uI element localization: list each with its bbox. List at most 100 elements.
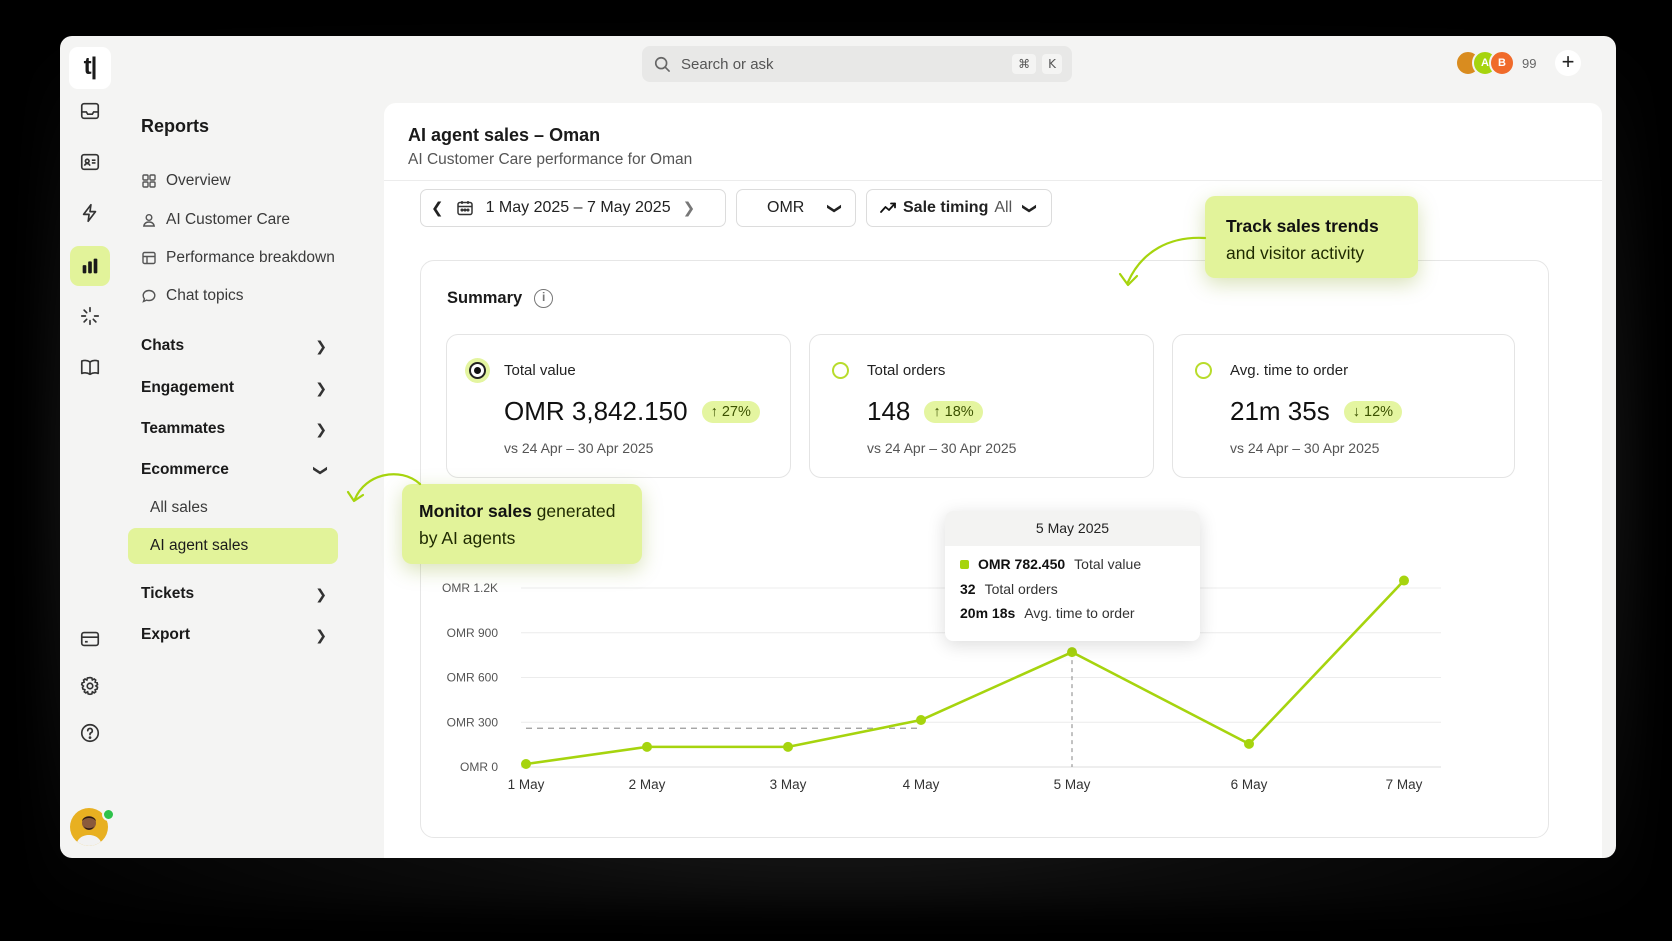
- radio-icon[interactable]: [1195, 362, 1212, 379]
- summary-title: Summary: [447, 289, 523, 307]
- group-label: Chats: [141, 337, 185, 354]
- chevron-right-icon: ❯: [315, 379, 327, 396]
- tooltip-date: 5 May 2025: [945, 511, 1200, 546]
- k-key: K: [1042, 54, 1062, 74]
- sidebar-item-chat-topics[interactable]: Chat topics: [141, 287, 244, 305]
- kpi-total-value[interactable]: Total value OMR 3,842.150 ↑ 27% vs 24 Ap…: [446, 334, 791, 478]
- sidebar-group-chats[interactable]: Chats ❯: [141, 337, 327, 355]
- team-avatars[interactable]: A B 99: [1455, 49, 1536, 77]
- currency-value: OMR: [767, 199, 805, 216]
- kpi-compare: vs 24 Apr – 30 Apr 2025: [504, 440, 654, 456]
- page-subtitle: AI Customer Care performance for Oman: [408, 151, 693, 168]
- callout-text: generated: [531, 501, 616, 521]
- chevron-down-icon: ❯: [313, 464, 330, 476]
- data-point: [521, 759, 531, 770]
- callout-text: by AI agents: [419, 528, 516, 548]
- kpi-label: Total value: [504, 362, 576, 379]
- timing-value: All: [994, 199, 1013, 216]
- sidebar-group-teammates[interactable]: Teammates ❯: [141, 420, 327, 438]
- online-status-dot: [102, 808, 115, 821]
- sidebar-title: Reports: [141, 116, 210, 136]
- kpi-label: Total orders: [867, 362, 946, 379]
- info-icon[interactable]: i: [534, 289, 554, 308]
- team-count: 99: [1522, 55, 1537, 71]
- date-range-label: 1 May 2025 – 7 May 2025: [485, 199, 671, 216]
- sidebar-item-ai-customer-care[interactable]: AI Customer Care: [141, 211, 290, 229]
- chevron-right-icon: ❯: [315, 420, 327, 437]
- add-button[interactable]: +: [1555, 50, 1581, 76]
- summary-header: Summary i: [447, 289, 554, 308]
- search-placeholder: Search or ask: [681, 55, 774, 73]
- sidebar-group-tickets[interactable]: Tickets ❯: [141, 585, 327, 603]
- billing-icon[interactable]: [70, 619, 110, 659]
- x-tick-label: 3 May: [770, 777, 807, 792]
- kpi-value-row: OMR 3,842.150 ↑ 27%: [504, 396, 760, 427]
- sidebar-group-ecommerce[interactable]: Ecommerce ❯: [141, 461, 330, 479]
- x-tick-label: 1 May: [508, 777, 545, 792]
- currency-select[interactable]: OMR ❯: [736, 189, 856, 227]
- help-icon[interactable]: [70, 713, 110, 753]
- series-swatch: [960, 559, 969, 569]
- sidebar-item-ai-agent-sales[interactable]: AI agent sales: [128, 528, 338, 564]
- chevron-right-icon[interactable]: ❯: [682, 200, 696, 217]
- y-tick-label: OMR 600: [447, 671, 499, 685]
- sidebar-group-export[interactable]: Export ❯: [141, 626, 327, 644]
- callout-monitor-sales: Monitor sales generated by AI agents: [402, 484, 642, 564]
- chat-icon: [142, 289, 156, 303]
- lightning-icon[interactable]: [70, 193, 110, 233]
- kpi-value: 148: [867, 396, 911, 426]
- app-logo[interactable]: t|: [69, 47, 111, 89]
- sidebar-item-all-sales[interactable]: All sales: [150, 499, 208, 516]
- ai-sparkle-icon[interactable]: [70, 296, 110, 336]
- report-panel: AI agent sales – Oman AI Customer Care p…: [384, 103, 1602, 858]
- chevron-left-icon[interactable]: ❮: [431, 200, 444, 217]
- book-icon[interactable]: [70, 347, 110, 387]
- settings-gear-icon[interactable]: [70, 666, 110, 706]
- tooltip-value: 20m 18s: [960, 605, 1016, 621]
- chevron-right-icon: ❯: [315, 585, 327, 602]
- x-tick-label: 5 May: [1054, 777, 1091, 792]
- app-window: t| Sea: [60, 36, 1616, 858]
- sidebar-item-overview[interactable]: Overview: [141, 172, 231, 190]
- chart-svg: OMR 0 OMR 300 OMR 600 OMR 900 OMR 1.2K 1 May 2…: [442, 575, 1441, 792]
- kpi-value: 21m 35s: [1230, 396, 1330, 426]
- kpi-compare: vs 24 Apr – 30 Apr 2025: [1230, 440, 1380, 456]
- radio-selected-icon[interactable]: [469, 362, 486, 379]
- radio-icon[interactable]: [832, 362, 849, 379]
- contacts-icon[interactable]: [70, 142, 110, 182]
- x-tick-label: 4 May: [903, 777, 940, 792]
- kpi-change-badge: ↑ 27%: [701, 400, 760, 423]
- kpi-total-orders[interactable]: Total orders 148 ↑ 18% vs 24 Apr – 30 Ap…: [809, 334, 1154, 478]
- tooltip-row: 32 Total orders: [960, 581, 1058, 597]
- kpi-label: Avg. time to order: [1230, 362, 1349, 379]
- group-label: Teammates: [141, 420, 226, 437]
- data-point: [642, 741, 652, 752]
- x-tick-label: 6 May: [1231, 777, 1268, 792]
- search-bar[interactable]: Search or ask ⌘ K: [642, 46, 1072, 82]
- group-label: Ecommerce: [141, 461, 229, 478]
- tooltip-row: 20m 18s Avg. time to order: [960, 605, 1135, 621]
- sidebar-item-performance-breakdown[interactable]: Performance breakdown: [141, 249, 335, 267]
- header-divider: [384, 180, 1602, 181]
- sidebar-group-engagement[interactable]: Engagement ❯: [141, 379, 327, 397]
- kpi-avg-time[interactable]: Avg. time to order 21m 35s ↓ 12% vs 24 A…: [1172, 334, 1515, 478]
- chevron-down-icon: ❯: [827, 202, 844, 214]
- sale-timing-filter[interactable]: Sale timing All ❯: [866, 189, 1052, 227]
- chevron-down-icon: ❯: [1022, 202, 1039, 214]
- sidebar-item-label: AI Customer Care: [166, 211, 291, 228]
- data-point: [1399, 575, 1409, 586]
- date-range-picker[interactable]: ❮ 1 May 2025 – 7 May 2025 ❯: [420, 189, 726, 227]
- sales-line-chart[interactable]: OMR 0 OMR 300 OMR 600 OMR 900 OMR 1.2K 1 May 2…: [421, 491, 1550, 839]
- user-avatar[interactable]: [70, 808, 108, 846]
- chevron-right-icon: ❯: [315, 337, 327, 354]
- tooltip-label: Total orders: [984, 581, 1058, 597]
- kpi-value: OMR 3,842.150: [504, 396, 688, 426]
- kpi-value-row: 21m 35s ↓ 12%: [1230, 396, 1403, 427]
- tooltip-value: 32: [960, 581, 976, 597]
- reports-icon[interactable]: [70, 246, 110, 286]
- x-tick-label: 7 May: [1386, 777, 1423, 792]
- x-tick-label: 2 May: [629, 777, 666, 792]
- inbox-icon[interactable]: [70, 91, 110, 131]
- chart-tooltip: 5 May 2025 OMR 782.450 Total value 32 To…: [945, 511, 1200, 641]
- page-title: AI agent sales – Oman: [408, 125, 601, 145]
